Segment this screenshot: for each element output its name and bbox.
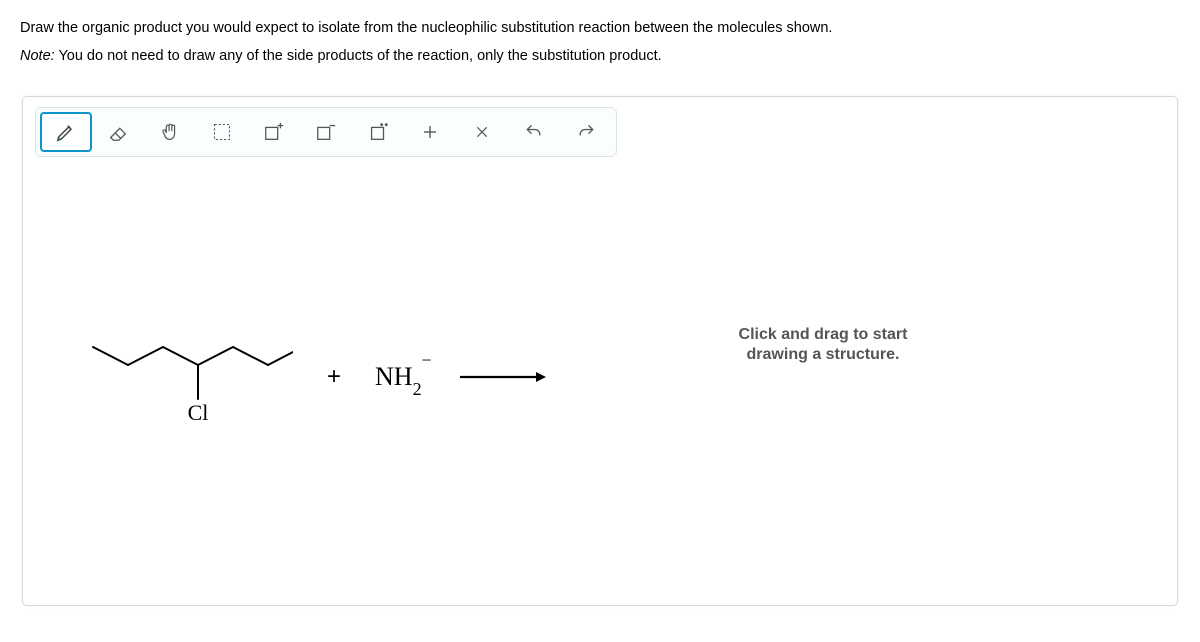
note-label: Note:: [20, 48, 55, 64]
prompt-line-1: Draw the organic product you would expec…: [20, 18, 1180, 40]
page-root: Draw the organic product you would expec…: [0, 0, 1200, 642]
note-rest: You do not need to draw any of the side …: [55, 48, 662, 64]
pencil-tool[interactable]: [40, 112, 92, 152]
undo-tool[interactable]: [508, 112, 560, 152]
hand-tool[interactable]: [144, 112, 196, 152]
lone-pair-tool[interactable]: [352, 112, 404, 152]
reaction-arrow: [456, 367, 546, 387]
charge-minus: −: [421, 350, 431, 371]
instruction-line-2: drawing a structure.: [747, 346, 900, 363]
hand-icon: [159, 121, 181, 143]
add-tool[interactable]: [404, 112, 456, 152]
select-box-icon: [212, 122, 232, 142]
nucleophile: NH2 −: [375, 356, 422, 396]
charge-plus-tool[interactable]: [248, 112, 300, 152]
nh-subscript: 2: [413, 379, 422, 399]
reaction-scheme: Cl + NH2 −: [83, 327, 546, 427]
redo-tool[interactable]: [560, 112, 612, 152]
charge-minus-tool[interactable]: [300, 112, 352, 152]
prompt-area: Draw the organic product you would expec…: [0, 0, 1200, 84]
substrate-molecule: Cl: [83, 327, 293, 427]
canvas-instruction: Click and drag to start drawing a struct…: [673, 325, 973, 367]
close-icon: [474, 124, 490, 140]
delete-tool[interactable]: [456, 112, 508, 152]
pencil-icon: [55, 121, 77, 143]
select-tool[interactable]: [196, 112, 248, 152]
cl-label: Cl: [188, 400, 209, 425]
undo-icon: [524, 122, 544, 142]
instruction-line-1: Click and drag to start: [739, 326, 908, 343]
drawing-canvas[interactable]: Cl + NH2 − Click and drag to start drawi…: [22, 96, 1178, 606]
drawing-toolbar: [35, 107, 617, 157]
eraser-icon: [105, 121, 131, 143]
eraser-tool[interactable]: [92, 112, 144, 152]
plus-symbol: +: [327, 363, 341, 391]
charge-minus-icon: [314, 121, 338, 143]
prompt-line-2: Note: You do not need to draw any of the…: [20, 46, 1180, 68]
plus-icon: [421, 123, 439, 141]
lone-pair-icon: [367, 121, 389, 143]
nh-formula: NH: [375, 362, 413, 391]
charge-plus-icon: [262, 121, 286, 143]
redo-icon: [576, 122, 596, 142]
